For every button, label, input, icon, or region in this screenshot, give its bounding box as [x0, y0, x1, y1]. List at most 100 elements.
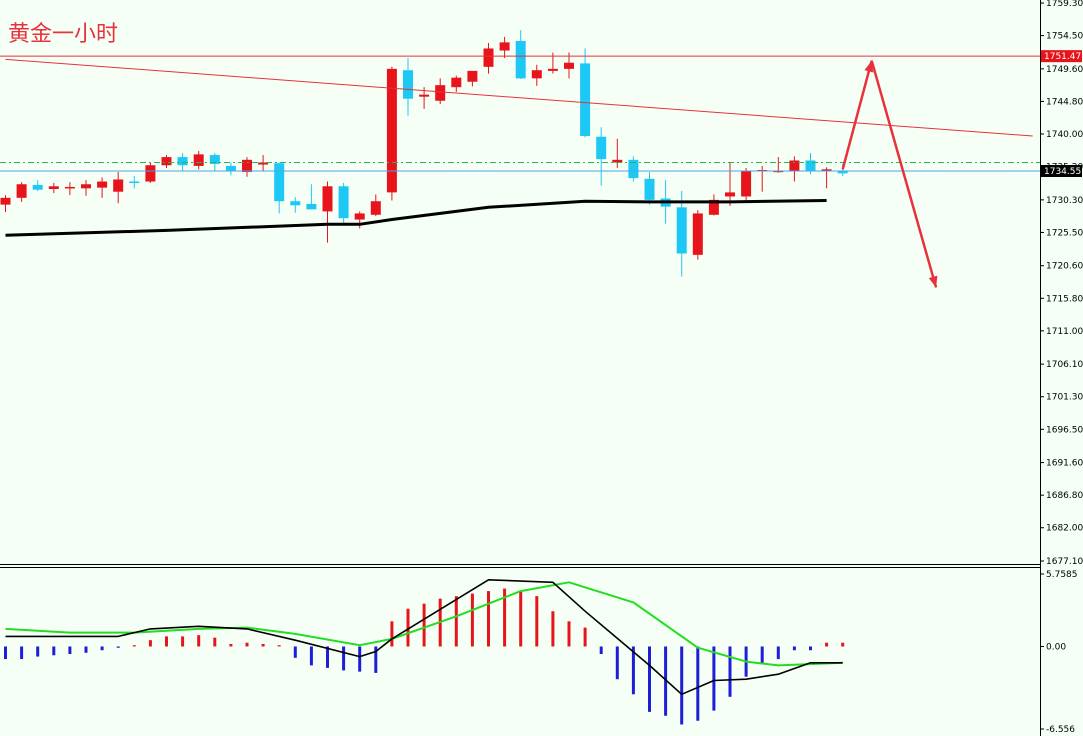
price-tick-label: 1730.30	[1046, 196, 1083, 206]
candle-body	[547, 68, 558, 71]
candle-body	[821, 169, 832, 171]
price-tick-label: 1686.80	[1046, 491, 1083, 501]
candle	[193, 150, 204, 170]
candle-body	[242, 159, 252, 173]
price-tick-label: 1725.50	[1046, 228, 1083, 238]
candle-body	[81, 184, 91, 189]
candle-body	[708, 199, 719, 215]
candle	[113, 172, 124, 204]
macd-signal-line	[5, 581, 843, 667]
candle	[789, 156, 800, 182]
candle-body	[628, 159, 639, 179]
candle-body	[837, 170, 848, 174]
macd-tick-label: 0.00	[1046, 642, 1066, 652]
candle-body	[483, 48, 494, 67]
ma-line	[5, 199, 827, 237]
candle	[483, 43, 494, 74]
price-tick-label: 1754.50	[1046, 32, 1083, 42]
resistance-price-tag: 1751.47	[1041, 50, 1082, 63]
price-tick-label: 1711.00	[1046, 327, 1083, 337]
bid-price-tag: 1734.55	[1041, 165, 1082, 178]
price-tick-label: 1701.30	[1046, 393, 1083, 403]
candle-body	[32, 184, 43, 190]
candle	[612, 138, 623, 168]
candle	[338, 182, 349, 225]
candle	[580, 48, 591, 138]
price-tick-label: 1759.30	[1046, 0, 1083, 9]
resistance-price-tag-bg	[1041, 50, 1082, 63]
candle	[451, 75, 462, 92]
price-tick-label: 1682.00	[1046, 524, 1083, 534]
candle	[676, 191, 687, 277]
candle-body	[354, 213, 365, 220]
candle-body	[467, 70, 478, 82]
price-tick-label: 1749.60	[1046, 65, 1083, 75]
candle-body	[499, 42, 510, 51]
candle-body	[48, 186, 59, 189]
moving-average	[5, 199, 827, 237]
forecast-up-arrow	[841, 60, 874, 170]
macd-tick-label: 5.7585	[1046, 570, 1078, 580]
candle	[741, 167, 752, 202]
candle-body	[515, 41, 526, 79]
candle	[531, 64, 542, 86]
candle-body	[97, 181, 108, 188]
candle	[628, 156, 639, 182]
candle-body	[177, 157, 188, 166]
candle	[145, 162, 156, 183]
candle-body	[435, 85, 446, 101]
candle-body	[451, 77, 462, 88]
candle-body	[64, 186, 75, 189]
price-tags: 1751.47 1734.55	[1041, 50, 1082, 178]
bid-price-tag-label: 1734.55	[1044, 167, 1081, 177]
candle	[97, 177, 108, 198]
candle-body	[531, 70, 542, 79]
candle	[322, 181, 333, 243]
candle	[403, 57, 413, 116]
candle-body	[580, 63, 591, 137]
candle	[692, 210, 703, 260]
price-tick-label: 1691.60	[1046, 459, 1083, 469]
price-tick-label: 1740.00	[1046, 130, 1083, 140]
candle	[81, 180, 91, 196]
candle-body	[209, 155, 220, 164]
chart-title: 黄金一小时	[8, 22, 118, 47]
candle-body	[193, 154, 204, 166]
candle	[644, 172, 655, 205]
candle	[48, 182, 59, 194]
candle	[708, 194, 719, 216]
price-tick-label: 1744.80	[1046, 97, 1083, 107]
candle	[386, 66, 397, 201]
candle-body	[274, 163, 285, 202]
candle	[306, 184, 317, 210]
candle	[16, 182, 27, 202]
candle-body	[370, 201, 381, 215]
candle	[129, 176, 140, 189]
candle	[258, 155, 269, 172]
candle-body	[225, 165, 236, 171]
candle	[290, 197, 301, 213]
macd-pane	[4, 578, 845, 725]
candle	[209, 153, 220, 171]
candle-body	[725, 192, 735, 197]
macd-tick-label: -6.556	[1046, 725, 1075, 735]
candle	[467, 70, 478, 87]
price-pane	[0, 30, 1040, 288]
candle-body	[789, 160, 800, 172]
price-tick-label: 1677.10	[1046, 557, 1083, 567]
macd-lines	[5, 578, 843, 696]
forecast-down-arrow-head	[928, 275, 938, 288]
candle-body	[290, 201, 301, 206]
price-tick-label: 1715.80	[1046, 294, 1083, 304]
macd-main-line	[5, 578, 843, 696]
candle	[0, 195, 11, 213]
candle	[225, 162, 236, 176]
candle-body	[386, 68, 397, 193]
price-tick-label: 1706.10	[1046, 360, 1083, 370]
candle-body	[322, 186, 333, 212]
forecast-up-arrow-head	[864, 60, 874, 73]
candle-body	[0, 197, 11, 205]
candle-body	[676, 207, 687, 254]
candle	[499, 36, 510, 58]
